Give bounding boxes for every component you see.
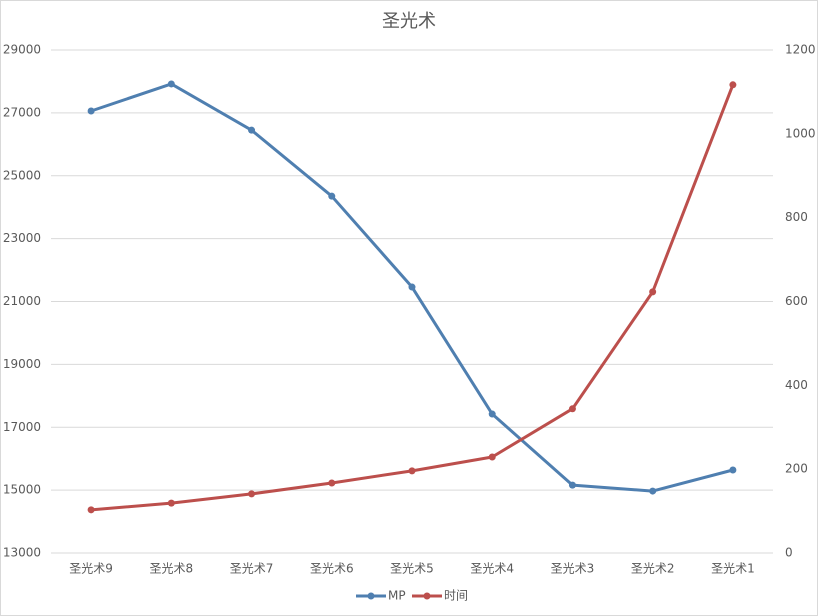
y2-tick-label: 600: [785, 294, 808, 308]
x-tick-label: 圣光术6: [310, 562, 354, 576]
data-point: [248, 126, 256, 134]
data-point: [87, 107, 95, 115]
data-point: [729, 81, 737, 89]
x-tick-label: 圣光术1: [711, 562, 755, 576]
x-tick-label: 圣光术2: [631, 562, 675, 576]
data-point: [488, 410, 496, 418]
data-point: [87, 506, 95, 514]
x-tick-label: 圣光术3: [551, 562, 595, 576]
y-tick-label: 23000: [3, 231, 41, 245]
data-point: [328, 479, 336, 487]
data-point: [649, 288, 657, 296]
y2-tick-label: 1200: [785, 43, 816, 57]
data-point: [568, 405, 576, 413]
y-tick-label: 25000: [3, 168, 41, 182]
x-tick-label: 圣光术5: [390, 562, 434, 576]
x-tick-label: 圣光术7: [230, 562, 274, 576]
data-point: [408, 467, 416, 475]
legend-marker: [367, 592, 375, 600]
y2-tick-label: 400: [785, 378, 808, 392]
y-tick-label: 21000: [3, 294, 41, 308]
data-point: [729, 466, 737, 474]
y-tick-label: 17000: [3, 420, 41, 434]
data-point: [248, 490, 256, 498]
x-tick-label: 圣光术9: [69, 562, 113, 576]
y2-tick-label: 200: [785, 462, 808, 476]
y-tick-label: 19000: [3, 357, 41, 371]
y2-tick-label: 800: [785, 210, 808, 224]
y-tick-label: 13000: [3, 546, 41, 560]
y-tick-label: 15000: [3, 483, 41, 497]
data-point: [568, 481, 576, 489]
chart-title: 圣光术: [382, 11, 436, 32]
data-point: [408, 283, 416, 291]
data-point: [328, 192, 336, 200]
legend-label: MP: [388, 589, 406, 603]
y-tick-label: 29000: [3, 43, 41, 57]
data-point: [488, 453, 496, 461]
data-point: [649, 487, 657, 495]
x-tick-label: 圣光术4: [470, 562, 514, 576]
data-point: [167, 80, 175, 88]
y2-tick-label: 1000: [785, 126, 816, 140]
legend-label: 时间: [444, 589, 468, 603]
y2-tick-label: 0: [785, 546, 793, 560]
legend-marker: [423, 592, 431, 600]
data-point: [167, 499, 175, 507]
x-tick-label: 圣光术8: [150, 562, 194, 576]
y-tick-label: 27000: [3, 105, 41, 119]
